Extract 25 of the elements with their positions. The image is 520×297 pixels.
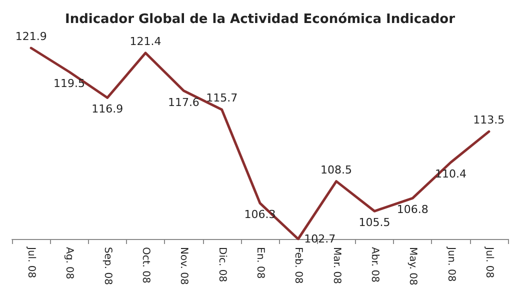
data-label: 116.9	[92, 102, 124, 116]
x-tick-label: Jun. 08	[445, 246, 456, 282]
x-tick-label: Sep. 08	[102, 247, 113, 285]
data-label: 119.5	[53, 76, 85, 90]
x-tick-label: Oct. 08	[140, 247, 152, 284]
x-tick-label: Feb. 08	[292, 247, 304, 284]
x-tick-label: Mar. 08	[330, 247, 342, 284]
x-tick-label: En. 08	[254, 247, 266, 279]
x-tick-label: Dic. 08	[216, 247, 228, 282]
x-tick-label: Nov. 08	[178, 247, 190, 285]
data-label: 115.7	[206, 92, 238, 105]
data-label: 108.5	[320, 163, 352, 176]
x-tick-label: Jul. 08	[26, 246, 37, 278]
data-label: 106.8	[396, 203, 428, 216]
x-tick-label: May. 08	[407, 247, 418, 286]
data-label: 121.9	[15, 30, 47, 43]
data-label: 117.6	[168, 96, 200, 109]
data-label: 102.7	[304, 232, 336, 246]
data-label: 105.5	[358, 216, 390, 230]
chart-title: Indicador Global de la Actividad Económica Indicador	[65, 12, 456, 27]
data-label: 113.5	[473, 114, 505, 127]
x-tick-label: Ag. 08	[64, 247, 75, 280]
data-label: 121.4	[130, 34, 162, 48]
x-tick-label: Abr. 08	[368, 247, 380, 282]
x-tick-label: Jul. 08	[483, 246, 494, 278]
